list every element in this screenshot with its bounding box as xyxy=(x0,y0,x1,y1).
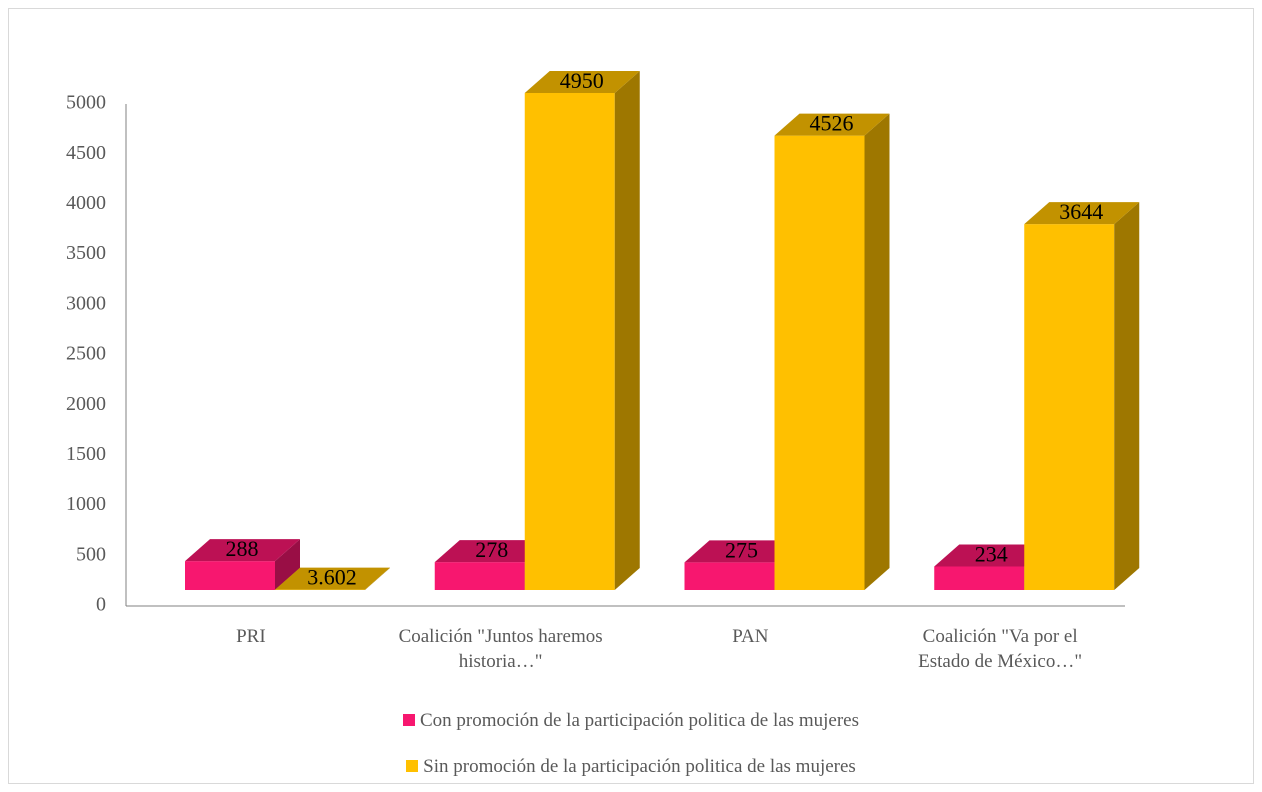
bar-top xyxy=(185,539,300,562)
x-tick-label: PAN xyxy=(732,626,769,647)
y-tick-label: 2000 xyxy=(66,393,106,415)
value-label: 234 xyxy=(975,542,1008,567)
bar-front xyxy=(1024,224,1115,590)
bar xyxy=(185,539,300,590)
bar-top xyxy=(774,113,890,136)
bar-top xyxy=(1024,202,1140,225)
legend-entry: Con promoción de la participación politi… xyxy=(0,710,1262,732)
bar-front xyxy=(185,561,275,590)
y-tick-label: 1500 xyxy=(66,443,106,465)
bar-side xyxy=(275,539,300,590)
value-label: 3644 xyxy=(1059,199,1103,224)
legend-swatch xyxy=(403,714,415,726)
bar-front xyxy=(434,562,525,590)
bar-side xyxy=(1114,202,1140,590)
y-tick-label: 4500 xyxy=(66,142,106,164)
y-tick-label: 2500 xyxy=(66,343,106,365)
bar xyxy=(774,113,890,590)
bar-side xyxy=(614,71,640,590)
y-tick-label: 1000 xyxy=(66,493,106,515)
value-label: 4526 xyxy=(810,111,854,136)
bar xyxy=(524,71,640,591)
bar-front xyxy=(934,566,1025,590)
y-tick-label: 3500 xyxy=(66,242,106,264)
legend-label: Sin promoción de la participación politi… xyxy=(423,756,856,777)
x-tick-label: PRI xyxy=(236,626,266,647)
value-label: 275 xyxy=(725,537,758,562)
x-tick-label: Coalición "Va por el Estado de México…" xyxy=(918,626,1083,672)
y-tick-label: 500 xyxy=(76,543,106,565)
legend-label: Con promoción de la participación politi… xyxy=(420,710,859,731)
value-label: 4950 xyxy=(560,68,604,93)
bar-front xyxy=(774,135,865,590)
bar-top xyxy=(434,540,550,563)
legend-swatch xyxy=(406,760,419,772)
y-tick-label: 3000 xyxy=(66,292,106,314)
bar-top xyxy=(934,544,1050,567)
y-tick-label: 0 xyxy=(96,594,106,616)
x-tick-label: Coalición "Juntos haremos historia…" xyxy=(398,626,603,672)
bar-side xyxy=(864,113,890,590)
bar-front xyxy=(524,93,615,591)
bar-top xyxy=(524,71,640,94)
bar xyxy=(1024,202,1140,590)
bar-front xyxy=(684,562,775,590)
bar-top xyxy=(684,540,800,563)
bar xyxy=(275,567,390,590)
bar-side xyxy=(365,567,390,590)
value-label: 278 xyxy=(475,537,508,562)
legend-entry: Sin promoción de la participación politi… xyxy=(0,756,1262,778)
bar-top xyxy=(275,567,390,590)
y-tick-label: 4000 xyxy=(66,192,106,214)
value-label: 3.602 xyxy=(307,565,357,590)
chart-border xyxy=(8,8,1254,784)
y-tick-label: 5000 xyxy=(66,92,106,114)
value-label: 288 xyxy=(226,536,259,561)
